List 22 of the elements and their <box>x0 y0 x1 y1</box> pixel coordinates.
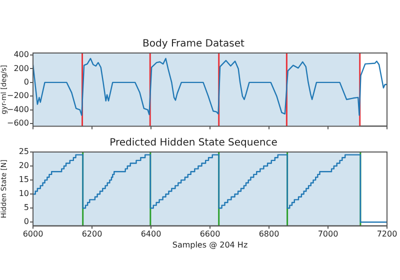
y-tick-label: 0 <box>24 217 29 226</box>
x-tick-label: 7000 <box>318 230 338 239</box>
y-tick-label: 0 <box>24 77 29 86</box>
x-tick-label: 6800 <box>258 230 280 239</box>
y-tick-label: −600 <box>7 118 29 128</box>
x-tick-label: 6000 <box>22 230 44 239</box>
chart-title: Body Frame Dataset <box>142 38 245 50</box>
y-tick-label: −200 <box>7 91 29 100</box>
y-tick-label: 15 <box>18 175 29 184</box>
y-tick-label: 10 <box>18 189 29 198</box>
x-tick-label: 6600 <box>200 230 220 239</box>
chart-title: Predicted Hidden State Sequence <box>110 138 278 149</box>
y-tick-label: −400 <box>7 104 29 114</box>
y-tick-label: 5 <box>24 203 29 212</box>
y-tick-label: 25 <box>18 147 29 156</box>
x-tick-label: 6400 <box>140 230 162 239</box>
x-tick-label: 6200 <box>82 230 102 239</box>
y-tick-label: 200 <box>14 64 29 73</box>
x-tick-label: 7200 <box>376 230 398 239</box>
x-axis-title: Samples @ 204 Hz <box>172 240 248 250</box>
y-tick-label: 400 <box>14 50 29 60</box>
y-tick-label: 20 <box>18 161 29 170</box>
